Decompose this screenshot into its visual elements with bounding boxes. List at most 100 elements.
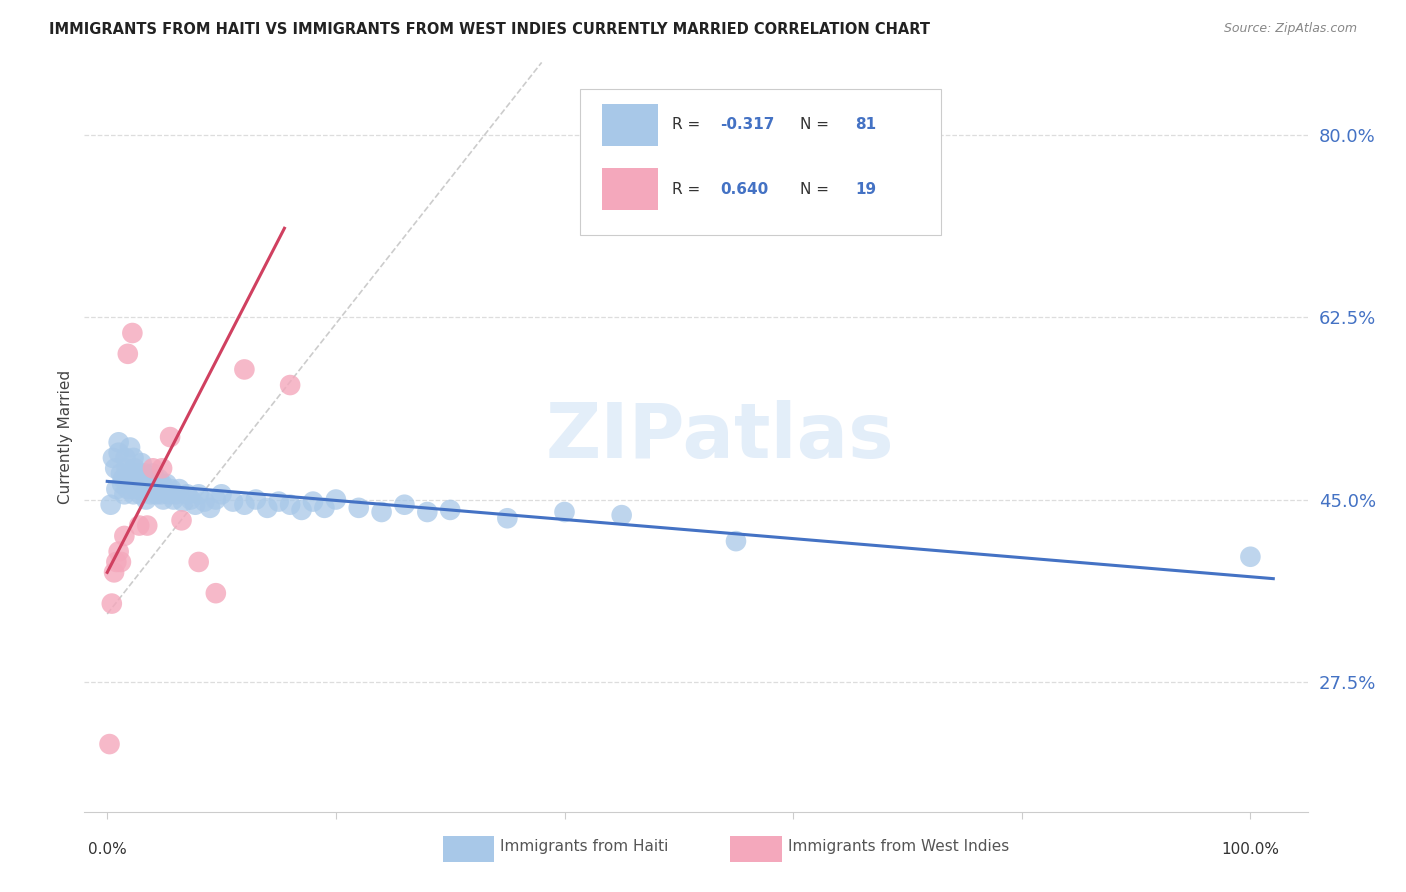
Point (148, 472, 170, 486)
Point (394, 498, 416, 512)
Point (142, 467, 165, 481)
Point (128, 518, 150, 533)
Point (233, 498, 256, 512)
Point (149, 482, 172, 496)
Point (370, 505, 392, 519)
Point (314, 500, 336, 515)
Point (162, 492, 184, 507)
Point (112, 529, 135, 543)
Point (496, 511, 519, 525)
Point (145, 487, 167, 501)
Point (152, 492, 174, 507)
Point (553, 505, 575, 519)
Point (104, 461, 127, 475)
Text: ZIPatlas: ZIPatlas (546, 401, 894, 474)
Point (146, 476, 169, 491)
Point (233, 362, 256, 376)
FancyBboxPatch shape (602, 168, 658, 210)
Point (115, 461, 138, 475)
Point (107, 446, 129, 460)
Point (156, 476, 179, 491)
Point (157, 487, 180, 501)
Point (107, 544, 129, 558)
Point (110, 555, 132, 569)
Point (100, 498, 122, 512)
Point (222, 494, 245, 508)
Point (107, 435, 129, 450)
Point (112, 472, 135, 486)
Point (136, 476, 159, 491)
Point (122, 487, 145, 501)
Point (165, 487, 187, 501)
Point (131, 472, 153, 486)
Point (187, 487, 209, 501)
Point (117, 482, 139, 496)
Text: N =: N = (800, 182, 834, 197)
Point (193, 494, 215, 508)
Point (121, 326, 143, 340)
Point (122, 450, 145, 465)
Point (267, 494, 290, 508)
Point (184, 498, 207, 512)
Point (187, 555, 209, 569)
Point (110, 467, 132, 481)
Point (135, 492, 157, 507)
Text: IMMIGRANTS FROM HAITI VS IMMIGRANTS FROM WEST INDIES CURRENTLY MARRIED CORRELATI: IMMIGRANTS FROM HAITI VS IMMIGRANTS FROM… (49, 22, 931, 37)
Point (117, 347, 139, 361)
Text: Immigrants from West Indies: Immigrants from West Indies (787, 839, 1010, 855)
Point (105, 555, 128, 569)
Text: Source: ZipAtlas.com: Source: ZipAtlas.com (1223, 22, 1357, 36)
Point (278, 498, 301, 512)
Point (290, 503, 312, 517)
FancyBboxPatch shape (443, 837, 494, 862)
Point (138, 472, 160, 486)
Point (139, 487, 162, 501)
Text: 81: 81 (855, 117, 876, 132)
FancyBboxPatch shape (602, 104, 658, 146)
Y-axis label: Currently Married: Currently Married (58, 370, 73, 504)
Point (256, 500, 278, 515)
Text: R =: R = (672, 182, 704, 197)
Point (153, 482, 176, 496)
Point (610, 508, 633, 523)
Point (416, 505, 439, 519)
Point (124, 461, 146, 475)
Point (138, 482, 160, 496)
Point (150, 461, 173, 475)
Point (172, 494, 194, 508)
Point (120, 467, 142, 481)
Point (167, 482, 190, 496)
Point (347, 500, 370, 515)
Point (211, 487, 233, 501)
Point (141, 476, 163, 491)
Point (134, 467, 156, 481)
Text: N =: N = (800, 117, 834, 132)
Point (143, 472, 166, 486)
Point (160, 482, 183, 496)
Point (114, 450, 136, 465)
Point (129, 487, 152, 501)
Point (142, 461, 165, 475)
Point (136, 518, 159, 533)
Point (103, 566, 125, 580)
Text: 19: 19 (855, 182, 876, 197)
Point (150, 476, 173, 491)
FancyBboxPatch shape (730, 837, 782, 862)
Point (170, 513, 193, 527)
Point (180, 492, 202, 507)
Text: 0.640: 0.640 (720, 182, 769, 197)
Text: R =: R = (672, 117, 704, 132)
Point (149, 487, 172, 501)
Text: -0.317: -0.317 (720, 117, 775, 132)
Point (278, 378, 301, 392)
Point (121, 476, 143, 491)
Point (101, 597, 124, 611)
Point (302, 494, 325, 508)
Text: 100.0%: 100.0% (1222, 842, 1279, 856)
Point (325, 492, 347, 507)
Point (111, 476, 134, 491)
Point (205, 586, 228, 600)
Point (105, 482, 128, 496)
Point (128, 476, 150, 491)
Point (131, 456, 153, 470)
